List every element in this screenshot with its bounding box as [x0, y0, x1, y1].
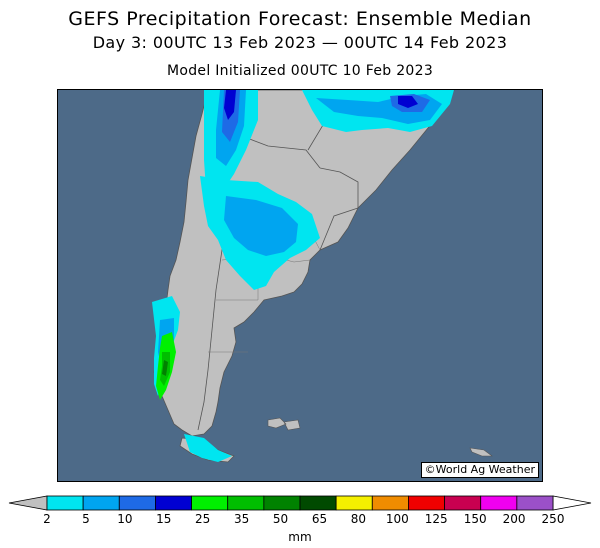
land-mainland: [153, 90, 455, 437]
map-credit: ©World Ag Weather: [420, 462, 539, 478]
colorbar-swatch: [191, 495, 229, 511]
colorbar-under-arrow: [8, 495, 48, 511]
colorbar-tick-label: 25: [195, 512, 211, 526]
colorbar-tick-label: 100: [385, 512, 409, 526]
colorbar-swatch: [480, 495, 518, 511]
colorbar-swatch: [155, 495, 192, 511]
colorbar-tick-label: 80: [350, 512, 367, 526]
colorbar: [8, 495, 592, 511]
colorbar-tick-label: 50: [272, 512, 289, 526]
colorbar-tick-label: 35: [233, 512, 250, 526]
colorbar-swatch: [444, 495, 482, 511]
colorbar-tick-label: 15: [156, 512, 172, 526]
colorbar-swatch: [263, 495, 301, 511]
colorbar-tick-label: 125: [424, 512, 448, 526]
colorbar-tick-label: 65: [311, 512, 328, 526]
precipitation-map: ©World Ag Weather: [57, 89, 543, 482]
colorbar-swatch: [118, 495, 156, 511]
colorbar-tick-label: 5: [82, 512, 90, 526]
colorbar-tick-label: 10: [117, 512, 133, 526]
colorbar-units: mm: [288, 530, 312, 544]
colorbar-swatch: [371, 495, 409, 511]
land-falkland-islands: [267, 417, 301, 431]
colorbar-swatch: [227, 495, 265, 511]
colorbar-swatch: [299, 495, 337, 511]
colorbar-swatch: [82, 495, 120, 511]
map-canvas: [152, 90, 493, 463]
colorbar-swatch: [516, 495, 554, 511]
model-init-time: Model Initialized 00UTC 10 Feb 2023: [166, 63, 434, 79]
colorbar-tick-label: 200: [502, 512, 526, 526]
precip-overlay: [152, 90, 454, 462]
colorbar-swatch: [408, 495, 445, 511]
land-south-georgia: [469, 447, 493, 457]
colorbar-swatch: [46, 495, 84, 511]
valid-period: Day 3: 00UTC 13 Feb 2023 — 00UTC 14 Feb …: [92, 33, 508, 52]
colorbar-tick-label: 150: [463, 512, 487, 526]
colorbar-swatch: [335, 495, 373, 511]
colorbar-tick-label: 2: [43, 512, 51, 526]
colorbar-tick-label: 250: [541, 512, 565, 526]
map-title: GEFS Precipitation Forecast: Ensemble Me…: [68, 8, 532, 30]
colorbar-over-arrow: [552, 495, 592, 511]
